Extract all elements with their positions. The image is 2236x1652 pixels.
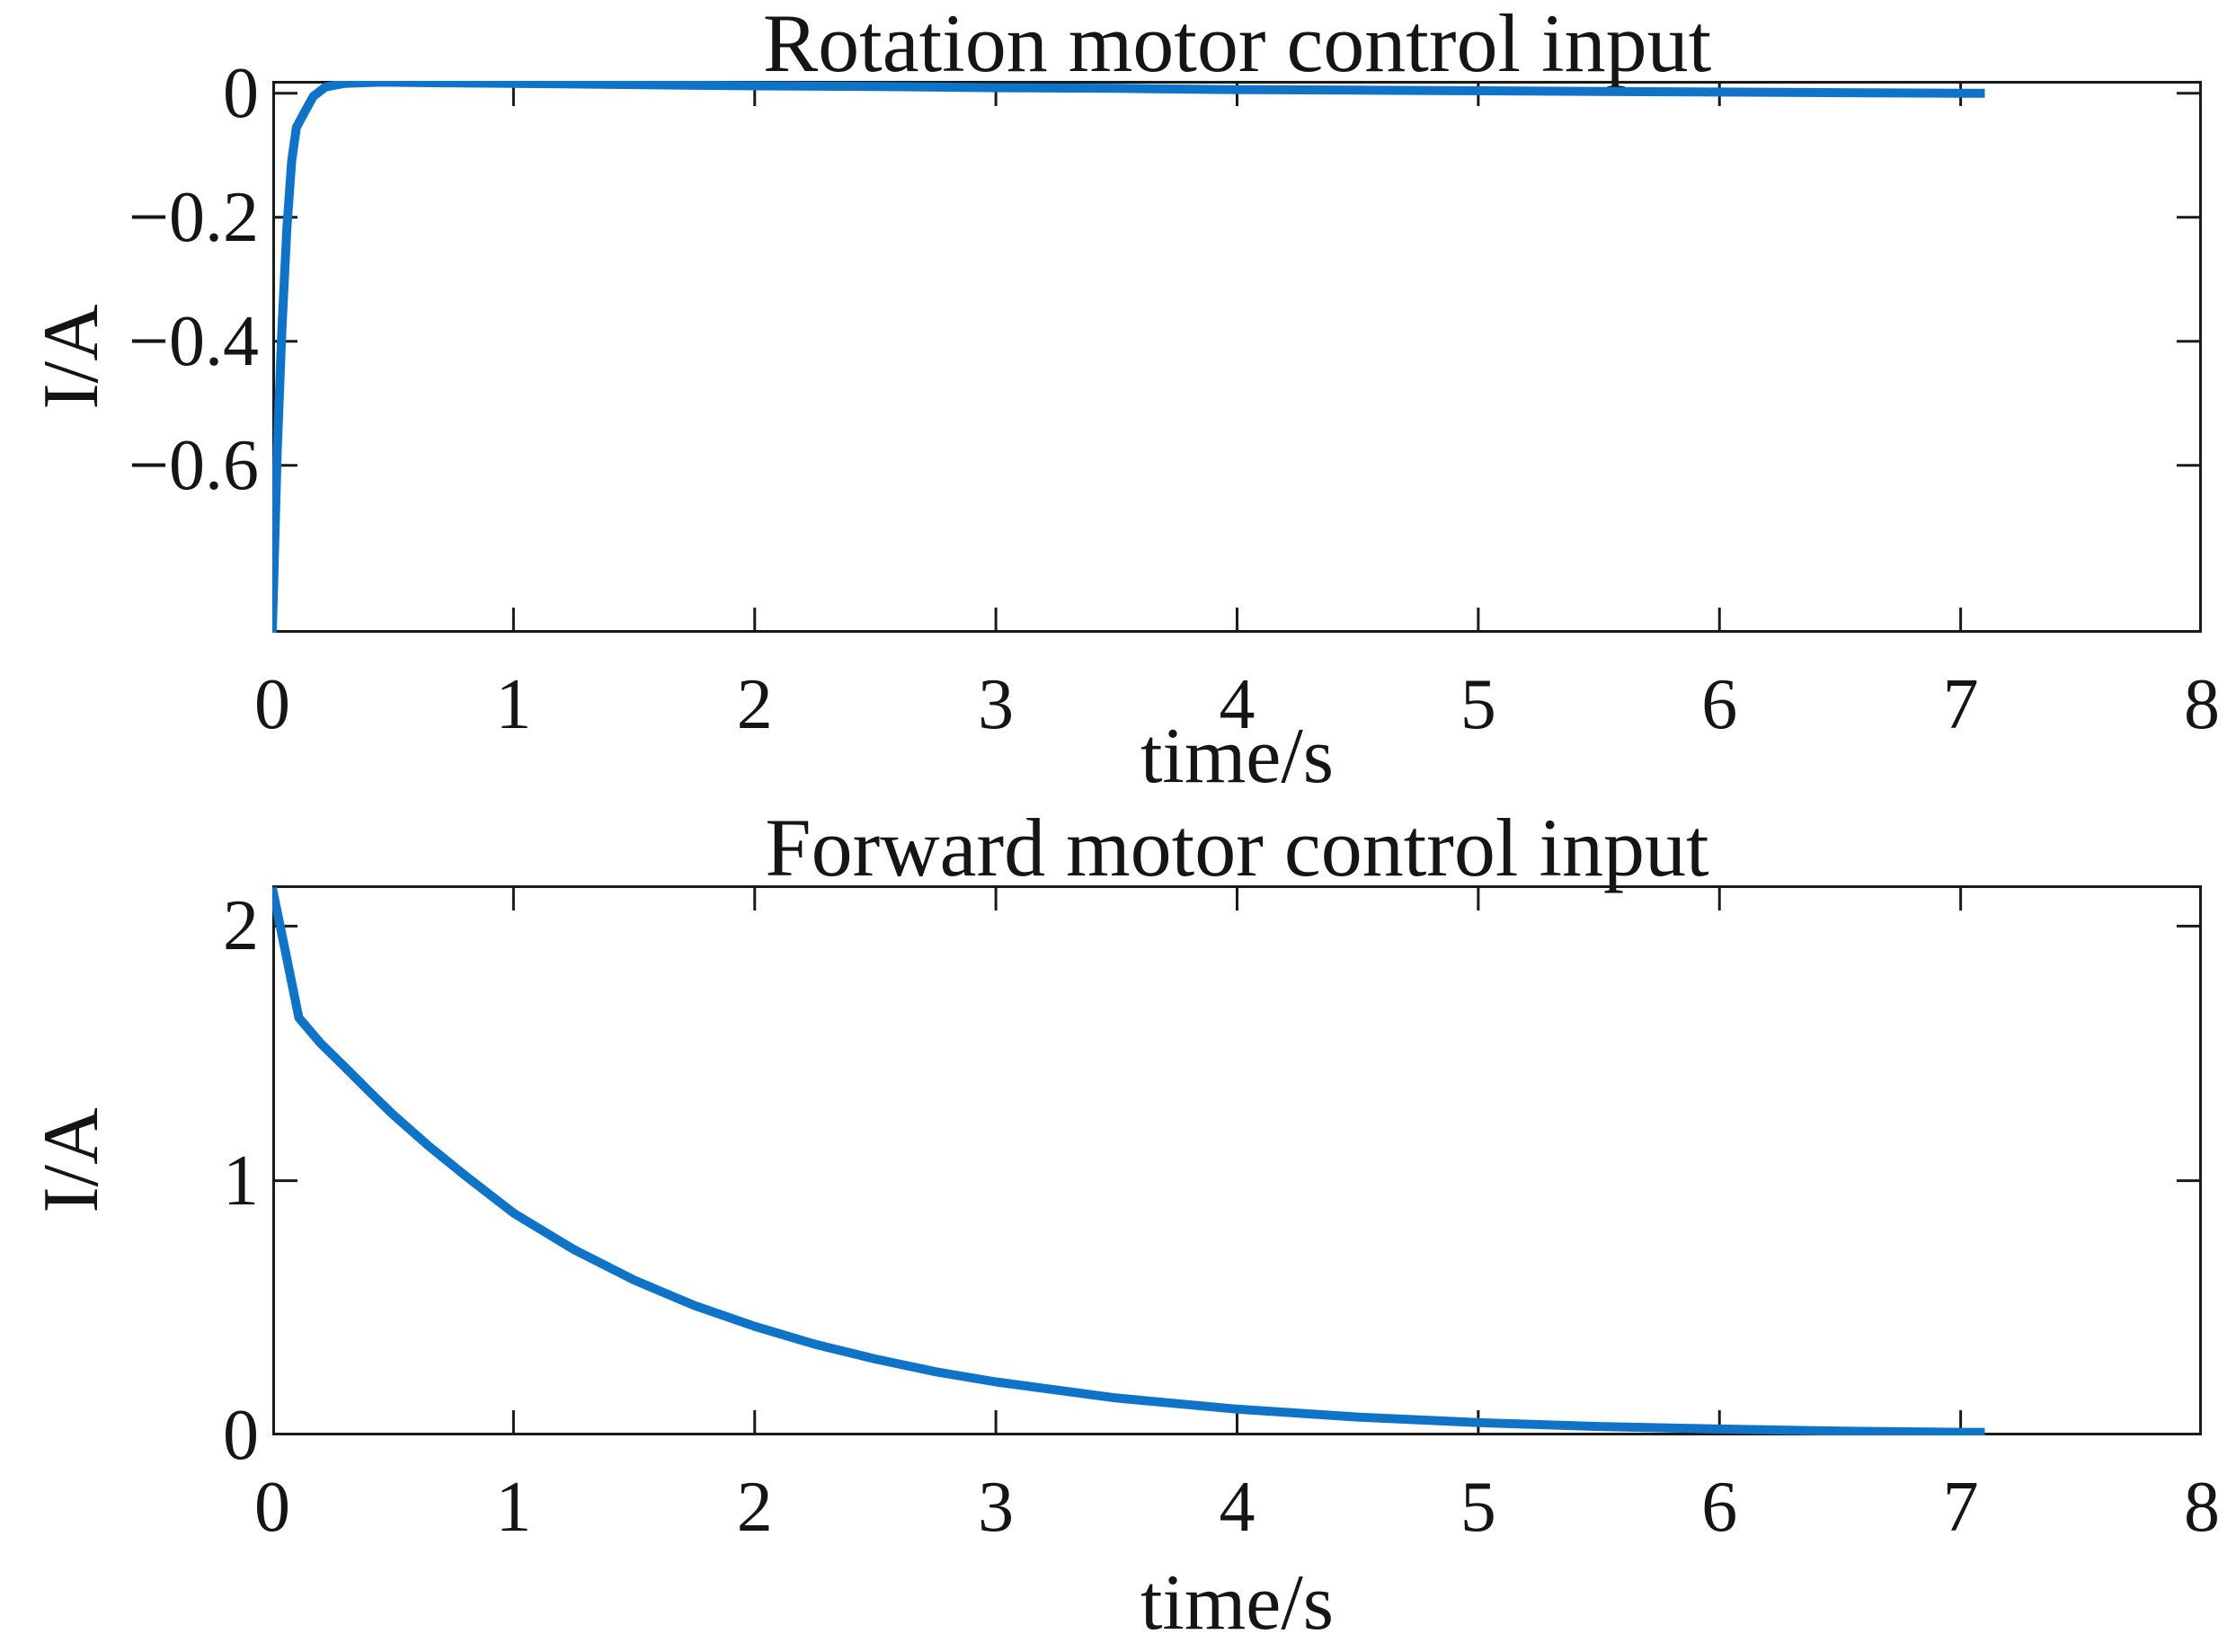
y-tick-label: 0 (223, 1396, 259, 1475)
x-tick-label: 0 (254, 665, 290, 744)
x-tick-label: 5 (1460, 1468, 1496, 1547)
x-tick-label: 8 (2184, 665, 2220, 744)
y-tick-label: 1 (223, 1141, 259, 1221)
y-tick-label: −0.6 (128, 425, 259, 505)
chart-title-forward: Forward motor control input (765, 802, 1709, 893)
x-axis-label-forward: time/s (1140, 1559, 1335, 1647)
plot-area-rotation (272, 81, 2202, 633)
x-tick-label: 4 (1219, 1468, 1256, 1547)
axes-box (272, 81, 2202, 633)
x-tick-label: 0 (254, 1468, 290, 1547)
y-tick-label: 0 (223, 53, 259, 133)
y-tick-label: 2 (223, 886, 259, 966)
x-tick-label: 2 (736, 1468, 773, 1547)
plot-area-forward (272, 885, 2202, 1435)
data-line (272, 886, 1985, 1435)
axes-box (272, 885, 2202, 1435)
y-tick-label: −0.4 (128, 301, 259, 381)
x-axis-label-rotation: time/s (1140, 713, 1335, 800)
x-tick-label: 7 (1942, 1468, 1979, 1547)
x-tick-label: 1 (495, 1468, 532, 1547)
x-tick-label: 6 (1701, 1468, 1738, 1547)
x-tick-label: 8 (2184, 1468, 2220, 1547)
x-tick-label: 1 (495, 665, 532, 744)
chart-title-rotation: Rotation motor control input (762, 0, 1712, 89)
x-tick-label: 6 (1701, 665, 1738, 744)
data-line (272, 81, 1985, 633)
x-tick-label: 4 (1219, 665, 1256, 744)
y-tick-label: −0.2 (128, 177, 259, 257)
x-tick-label: 2 (736, 665, 773, 744)
x-tick-label: 3 (978, 1468, 1015, 1547)
x-tick-label: 3 (978, 665, 1015, 744)
x-tick-label: 5 (1460, 665, 1496, 744)
x-tick-label: 7 (1942, 665, 1979, 744)
